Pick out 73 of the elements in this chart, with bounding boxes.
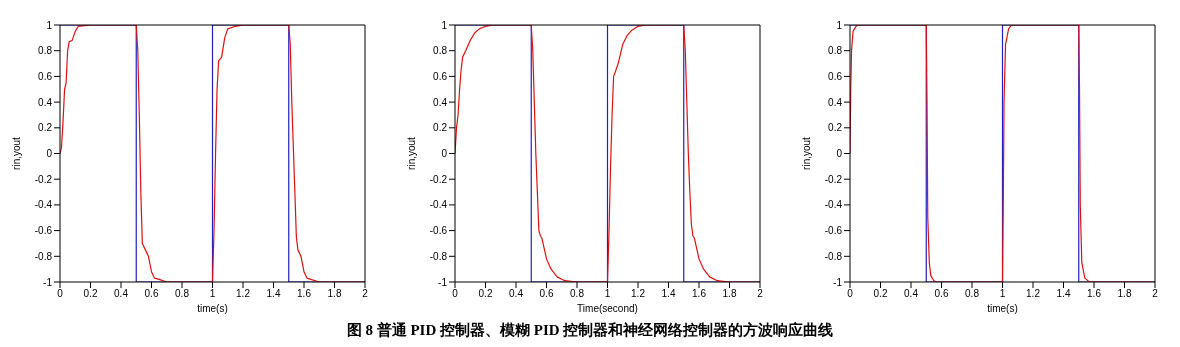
y-tick-label: 0 bbox=[836, 148, 843, 160]
y-tick-label: 0.2 bbox=[433, 122, 448, 134]
y-tick-label: 0.8 bbox=[828, 45, 843, 57]
y-tick-label: 0 bbox=[441, 148, 448, 160]
x-tick-label: 1.2 bbox=[236, 288, 251, 300]
x-tick-label: 0.8 bbox=[175, 288, 190, 300]
x-tick-label: 1 bbox=[999, 288, 1006, 300]
caption: 图 8 普通 PID 控制器、模糊 PID 控制器和神经网络控制器的方波响应曲线 bbox=[346, 322, 834, 338]
y-tick-label: 0.6 bbox=[38, 70, 53, 82]
x-tick-label: 0.2 bbox=[478, 288, 493, 300]
x-tick-label: 1.6 bbox=[692, 288, 707, 300]
y-tick-label: 1 bbox=[836, 19, 843, 31]
x-tick-label: 2 bbox=[362, 288, 369, 300]
y-tick-label: 1 bbox=[46, 19, 53, 31]
x-tick-label: 1.8 bbox=[1117, 288, 1132, 300]
y-tick-label: -0.2 bbox=[824, 173, 843, 185]
y-tick-label: -0.6 bbox=[824, 225, 843, 237]
x-tick-label: 0.4 bbox=[509, 288, 524, 300]
y-tick-label: 0.8 bbox=[38, 45, 53, 57]
y-tick-label: -0.4 bbox=[34, 199, 53, 211]
y-tick-label: 0.6 bbox=[828, 70, 843, 82]
x-tick-label: 1.6 bbox=[297, 288, 312, 300]
x-tick-label: 1.4 bbox=[266, 288, 281, 300]
x-tick-label: 0 bbox=[847, 288, 854, 300]
x-tick-label: 0.8 bbox=[570, 288, 585, 300]
x-tick-label: 1 bbox=[604, 288, 611, 300]
x-tick-label: 1.8 bbox=[722, 288, 737, 300]
x-tick-label: 0.2 bbox=[83, 288, 98, 300]
x-tick-label: 1.8 bbox=[327, 288, 342, 300]
x-tick-label: 1.2 bbox=[1026, 288, 1041, 300]
y-tick-label: -0.4 bbox=[429, 199, 448, 211]
x-tick-label: 0.6 bbox=[144, 288, 159, 300]
y-tick-label: -1 bbox=[438, 276, 448, 288]
x-tick-label: 2 bbox=[757, 288, 764, 300]
y-tick-label: -0.2 bbox=[429, 173, 448, 185]
x-tick-label: 1.4 bbox=[1056, 288, 1071, 300]
x-axis-title: time(s) bbox=[197, 303, 228, 314]
x-tick-label: 1.6 bbox=[1087, 288, 1102, 300]
x-tick-label: 0.6 bbox=[539, 288, 554, 300]
x-tick-label: 0.2 bbox=[873, 288, 888, 300]
x-tick-label: 2 bbox=[1152, 288, 1159, 300]
y-tick-label: -1 bbox=[43, 276, 53, 288]
y-tick-label: 0.2 bbox=[828, 122, 843, 134]
x-tick-label: 0.4 bbox=[114, 288, 129, 300]
y-axis-title: rin,yout bbox=[405, 136, 417, 170]
y-tick-label: -0.2 bbox=[34, 173, 53, 185]
y-tick-label: 0.6 bbox=[433, 70, 448, 82]
y-tick-label: 0 bbox=[46, 148, 53, 160]
x-tick-label: 1.2 bbox=[631, 288, 646, 300]
y-tick-label: 0.4 bbox=[433, 96, 448, 108]
y-tick-label: -0.6 bbox=[34, 225, 53, 237]
x-tick-label: 0 bbox=[57, 288, 64, 300]
y-tick-label: 0.4 bbox=[38, 96, 53, 108]
y-tick-label: -0.6 bbox=[429, 225, 448, 237]
y-axis-title: rin,yout bbox=[10, 136, 22, 170]
x-axis-title: Time(second) bbox=[577, 303, 638, 314]
x-axis-title: time(s) bbox=[987, 303, 1018, 314]
y-tick-label: 0.4 bbox=[828, 96, 843, 108]
y-tick-label: -0.4 bbox=[824, 199, 843, 211]
y-tick-label: -0.8 bbox=[34, 250, 53, 262]
x-tick-label: 0.4 bbox=[904, 288, 919, 300]
y-tick-label: 0.2 bbox=[38, 122, 53, 134]
y-tick-label: -1 bbox=[833, 276, 843, 288]
x-tick-label: 1 bbox=[209, 288, 216, 300]
y-axis-title: rin,yout bbox=[800, 136, 812, 170]
x-tick-label: 0 bbox=[452, 288, 459, 300]
x-tick-label: 0.6 bbox=[934, 288, 949, 300]
y-tick-label: -0.8 bbox=[824, 250, 843, 262]
y-tick-label: -0.8 bbox=[429, 250, 448, 262]
y-tick-label: 1 bbox=[441, 19, 448, 31]
x-tick-label: 0.8 bbox=[965, 288, 980, 300]
y-tick-label: 0.8 bbox=[433, 45, 448, 57]
x-tick-label: 1.4 bbox=[661, 288, 676, 300]
